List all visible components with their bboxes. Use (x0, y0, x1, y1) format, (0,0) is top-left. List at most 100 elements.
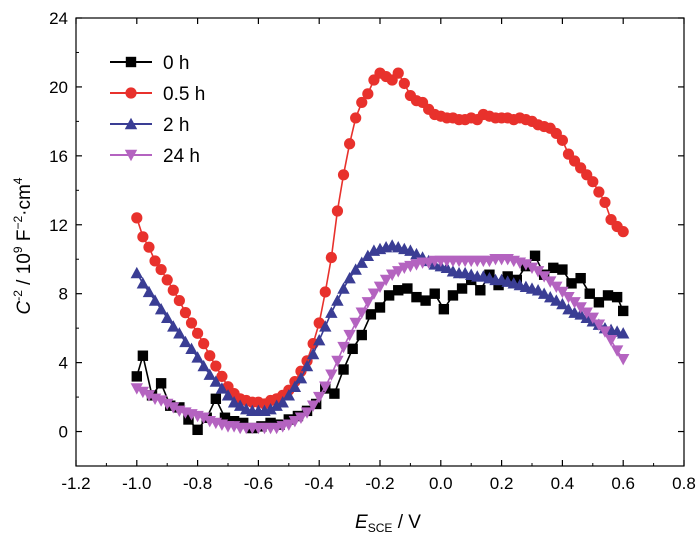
data-point (420, 295, 431, 306)
data-point (362, 88, 374, 100)
data-point (356, 96, 368, 109)
y-tick-label: 4 (59, 354, 68, 373)
y-tick-label: 20 (49, 78, 68, 97)
data-point (204, 350, 216, 362)
data-point (130, 383, 143, 395)
data-point (167, 320, 180, 332)
legend-marker (124, 117, 138, 130)
x-axis-title: ESCE / V (355, 512, 421, 535)
data-point (216, 370, 228, 382)
data-point (550, 281, 563, 293)
data-point (183, 414, 194, 425)
y-tick-label: 12 (49, 216, 68, 235)
series-0-5-h (131, 67, 629, 410)
data-point (325, 306, 338, 318)
legend-item-0-5-h: 0.5 h (110, 84, 205, 105)
data-point (562, 303, 575, 315)
data-point (602, 290, 614, 301)
data-point (356, 329, 367, 341)
axis-ticks: -1.2 -1.0 -0.8 -0.6 -0.4 -0.2 0.0 0.2 0.4 0.6 0.8 0… (49, 9, 696, 493)
data-point (233, 399, 247, 411)
data-point (300, 359, 314, 372)
data-point (161, 398, 174, 411)
series-2-h (130, 239, 630, 417)
data-point (154, 303, 168, 315)
legend-label: 2 h (163, 115, 189, 136)
data-point (197, 359, 210, 372)
data-point (587, 176, 599, 188)
data-point (210, 393, 222, 404)
data-point (137, 231, 149, 243)
y-tick-label: 16 (49, 147, 68, 166)
data-point (411, 291, 422, 303)
data-point (209, 375, 223, 387)
data-point (556, 297, 569, 310)
data-point (617, 353, 630, 366)
data-point (610, 345, 624, 357)
data-point (192, 327, 204, 339)
data-point (136, 386, 150, 399)
x-tick-label: 0.6 (611, 474, 635, 493)
data-point (148, 294, 162, 306)
data-point (393, 285, 404, 296)
data-point (161, 274, 173, 286)
data-point (337, 169, 350, 181)
data-point (306, 400, 320, 412)
data-point (349, 263, 362, 275)
data-point (167, 402, 180, 414)
data-point (410, 247, 423, 260)
x-tick-label: 0.8 (672, 474, 696, 493)
x-tick-label: -0.2 (365, 474, 394, 493)
data-point (392, 266, 405, 278)
y-tick-label: 8 (59, 285, 68, 304)
data-point (529, 250, 541, 261)
data-point (155, 378, 167, 389)
data-point (374, 302, 386, 313)
legend: 0 h 0.5 h 2 h 24 h (110, 53, 205, 167)
data-point (404, 244, 417, 256)
data-point (531, 284, 545, 296)
series-layer (130, 67, 630, 436)
data-point (584, 288, 595, 299)
data-point (325, 369, 338, 381)
y-tick-label: 0 (59, 423, 68, 442)
data-point (544, 290, 557, 303)
data-point (385, 269, 399, 281)
data-point (221, 389, 235, 401)
data-point (537, 271, 551, 283)
data-point (438, 304, 450, 315)
data-point (599, 196, 611, 208)
data-point (191, 351, 204, 363)
legend-marker (125, 87, 137, 99)
data-point (402, 283, 413, 294)
data-point (337, 282, 350, 294)
data-point (197, 412, 210, 424)
data-point (537, 287, 551, 299)
data-point (331, 355, 344, 368)
data-point (379, 274, 393, 287)
data-point (306, 347, 320, 360)
data-point (227, 396, 241, 408)
data-point (398, 77, 410, 90)
data-point (294, 371, 308, 384)
data-point (475, 285, 486, 296)
data-point (361, 297, 375, 309)
x-tick-label: -1.2 (61, 474, 90, 493)
data-point (329, 388, 340, 399)
x-tick-label: 0.4 (551, 474, 575, 493)
data-point (300, 407, 314, 419)
legend-label: 24 h (163, 146, 200, 167)
legend-label: 0.5 h (163, 84, 205, 105)
data-point (185, 317, 198, 329)
data-point (440, 261, 454, 274)
data-point (338, 364, 349, 375)
x-tick-label: -1.0 (122, 474, 151, 493)
data-point (598, 326, 612, 338)
x-tick-label: 0.0 (429, 474, 453, 493)
data-point (556, 286, 569, 299)
x-tick-label: -0.6 (244, 474, 273, 493)
data-point (586, 312, 599, 325)
data-point (511, 274, 522, 286)
data-point (154, 395, 168, 407)
